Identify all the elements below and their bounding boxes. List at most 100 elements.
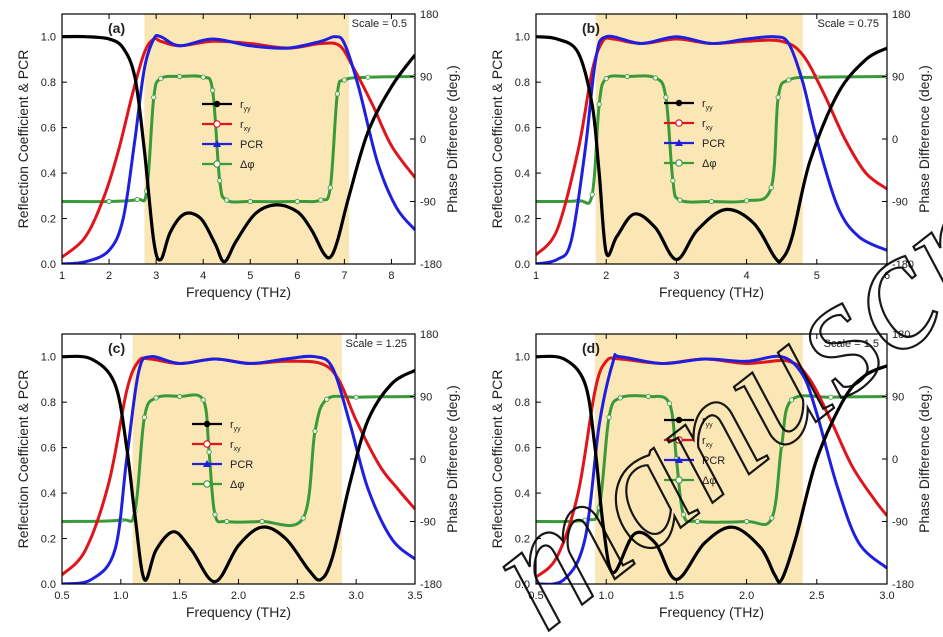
y-tick-label: 0.0 <box>515 259 530 271</box>
data-point <box>666 400 672 407</box>
data-point <box>775 94 781 100</box>
data-point <box>134 196 140 203</box>
y2-tick-label: -90 <box>420 197 436 209</box>
data-point <box>300 515 306 521</box>
series-group <box>62 33 415 264</box>
y2-tick-label: 180 <box>420 329 438 341</box>
data-point <box>294 198 300 205</box>
legend-label-0: ryy <box>702 415 713 429</box>
y2-tick-label: 90 <box>892 392 904 404</box>
series-group <box>62 354 415 584</box>
legend-label-3: Δφ <box>230 479 244 491</box>
data-point <box>200 74 206 80</box>
data-point <box>768 185 774 191</box>
data-point <box>341 77 347 83</box>
legend-label-1: rxy <box>702 435 713 449</box>
x-tick-label: 3.5 <box>407 590 422 602</box>
data-point <box>259 518 265 525</box>
y2-tick-label: 0 <box>892 454 898 466</box>
data-point <box>177 73 183 80</box>
series-line-dphi <box>536 394 887 527</box>
y-tick-label: 0.2 <box>41 534 56 546</box>
data-point <box>596 101 602 107</box>
legend-marker <box>675 99 683 107</box>
x-tick-label: 4 <box>744 270 750 282</box>
legend-marker <box>203 440 211 448</box>
y2-tick-label: 0 <box>420 454 426 466</box>
legend-marker <box>675 139 683 146</box>
x-tick-label: 0.5 <box>54 590 69 602</box>
data-point <box>200 397 206 403</box>
data-point <box>153 395 159 401</box>
data-point <box>743 518 750 525</box>
x-tick-label: 8 <box>388 270 394 282</box>
panels-group: 1 2 3 4 5 6 7 8 0.0 0.2 0.4 0.6 0.8 1.0 -180 -90 0 90 180 F… <box>15 9 932 620</box>
series-line-ryy <box>536 354 887 584</box>
y-tick-label: 0.0 <box>515 579 530 591</box>
y2-tick-label: 0 <box>420 134 426 146</box>
y-tick-label: 0.4 <box>515 168 530 180</box>
x-tick-label: 1.0 <box>599 590 614 602</box>
y2-tick-label: 180 <box>892 9 910 21</box>
x-tick-label: 3 <box>153 270 159 282</box>
y2-tick-label: -90 <box>420 517 436 529</box>
highlight-band <box>132 334 343 584</box>
x-tick-label: 3 <box>673 270 679 282</box>
x-axis-title: Frequency (THz) <box>659 604 764 620</box>
legend-marker <box>213 160 221 168</box>
data-point <box>743 198 750 204</box>
y-tick-label: 1.0 <box>41 352 56 364</box>
legend-label-2: PCR <box>230 459 253 471</box>
legend-label-3: Δφ <box>702 475 716 487</box>
data-point <box>694 518 701 525</box>
data-point <box>327 185 333 191</box>
y2-axis-title: Phase Difference (deg.) <box>444 65 460 213</box>
legend-label-2: PCR <box>702 455 725 467</box>
series-line-ryy <box>62 354 415 584</box>
data-point <box>210 87 216 93</box>
data-point <box>224 197 230 203</box>
scale-annotation: Scale = 0.5 <box>352 18 407 30</box>
x-tick-label: 1.0 <box>113 590 128 602</box>
data-point <box>603 75 609 82</box>
x-tick-label: 6 <box>294 270 300 282</box>
x-tick-label: 3.0 <box>349 590 364 602</box>
scale-annotation: Scale = 1.25 <box>346 338 407 350</box>
y2-tick-label: 90 <box>892 72 904 84</box>
y-axis-title: Reflection Coefficient & PCR <box>489 370 505 549</box>
panel-label: (c) <box>108 340 125 356</box>
y2-axis-title: Phase Difference (deg.) <box>916 65 932 213</box>
series-line-dphi <box>62 393 415 528</box>
y2-tick-label: -180 <box>420 259 442 271</box>
x-tick-label: 7 <box>341 270 347 282</box>
legend-marker <box>675 436 683 444</box>
y-tick-label: 0.8 <box>41 397 56 409</box>
data-point <box>786 77 792 83</box>
y2-tick-label: 90 <box>420 392 432 404</box>
legend-label-0: ryy <box>230 419 241 433</box>
y2-axis-title: Phase Difference (deg.) <box>916 385 932 533</box>
legend-marker <box>213 120 221 128</box>
data-point <box>141 414 147 420</box>
data-point <box>247 198 253 205</box>
x-tick-label: 2.5 <box>290 590 305 602</box>
legend-marker <box>675 416 683 424</box>
data-point <box>318 197 324 203</box>
x-tick-label: 5 <box>814 270 820 282</box>
y-tick-label: 1.0 <box>515 32 530 44</box>
y-tick-label: 1.0 <box>41 32 56 44</box>
data-point <box>151 94 157 100</box>
series-line-PCR <box>536 34 887 264</box>
y2-tick-label: -90 <box>892 517 908 529</box>
y-axis-title: Reflection Coefficient & PCR <box>489 50 505 229</box>
data-point <box>652 75 658 81</box>
x-axis-title: Frequency (THz) <box>186 284 291 300</box>
scale-annotation: Scale = 1.5 <box>824 338 879 350</box>
series-line-ryy <box>536 35 887 264</box>
y-tick-label: 0.2 <box>41 214 56 226</box>
legend-marker <box>675 159 683 167</box>
series-line-rxy <box>536 36 887 256</box>
legend-label-1: rxy <box>702 118 713 132</box>
chart-panel-1: 1 2 3 4 5 6 7 8 0.0 0.2 0.4 0.6 0.8 1.0 -180 -90 0 90 180 F… <box>15 9 460 300</box>
x-axis-title: Frequency (THz) <box>186 604 291 620</box>
